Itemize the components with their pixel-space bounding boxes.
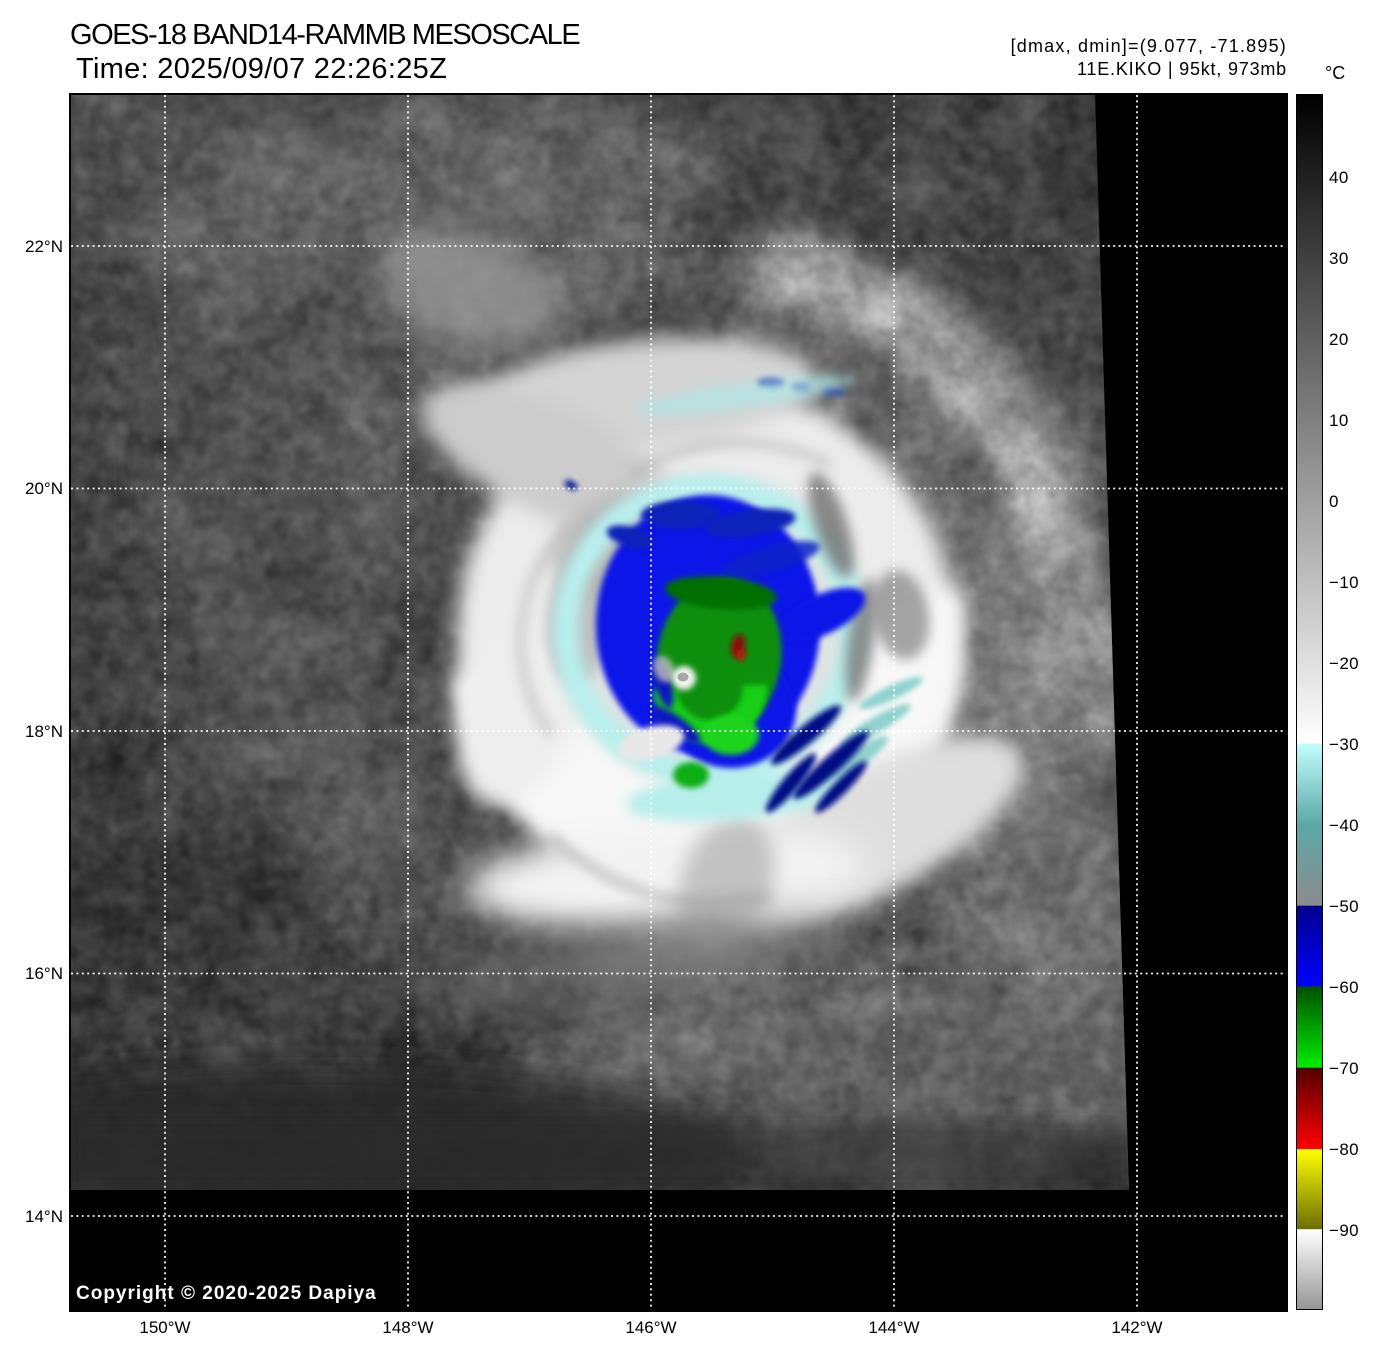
svg-text:Copyright © 2020-2025 Dapiya: Copyright © 2020-2025 Dapiya [76,1283,377,1304]
